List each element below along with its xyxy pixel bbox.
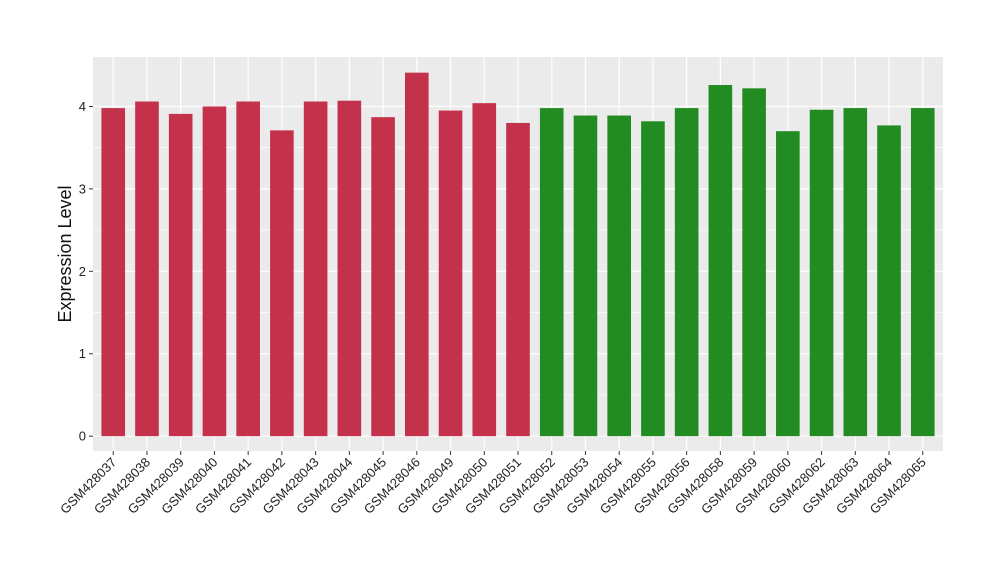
y-tick-label: 1 xyxy=(79,346,86,361)
bar xyxy=(472,103,497,437)
y-tick-label: 2 xyxy=(79,264,86,279)
bar xyxy=(168,113,193,437)
bar xyxy=(641,121,665,437)
bar xyxy=(270,130,294,437)
bar xyxy=(202,106,227,437)
bar xyxy=(843,108,868,437)
bar xyxy=(101,108,126,437)
y-axis-title: Expression Level xyxy=(55,185,75,322)
bar xyxy=(910,108,935,437)
bar xyxy=(506,122,530,437)
bar xyxy=(405,72,429,437)
bar xyxy=(742,88,766,437)
bars xyxy=(101,72,935,437)
bar xyxy=(438,110,463,437)
x-axis: GSM428037GSM428038GSM428039GSM428040GSM4… xyxy=(57,451,929,517)
y-tick-label: 3 xyxy=(79,181,86,196)
bar xyxy=(809,109,834,437)
y-tick-label: 0 xyxy=(79,429,86,444)
bar xyxy=(236,101,260,437)
bar xyxy=(539,108,564,437)
bar xyxy=(303,101,328,437)
bar xyxy=(607,115,631,437)
bar xyxy=(877,125,901,437)
bar xyxy=(371,117,395,437)
bar xyxy=(337,100,362,437)
y-tick-label: 4 xyxy=(79,99,86,114)
bar xyxy=(708,85,733,437)
bar xyxy=(135,101,159,437)
y-axis: 0 1 2 3 4 xyxy=(79,99,93,444)
bar xyxy=(674,108,699,437)
bar xyxy=(573,115,598,437)
bar xyxy=(776,131,800,437)
